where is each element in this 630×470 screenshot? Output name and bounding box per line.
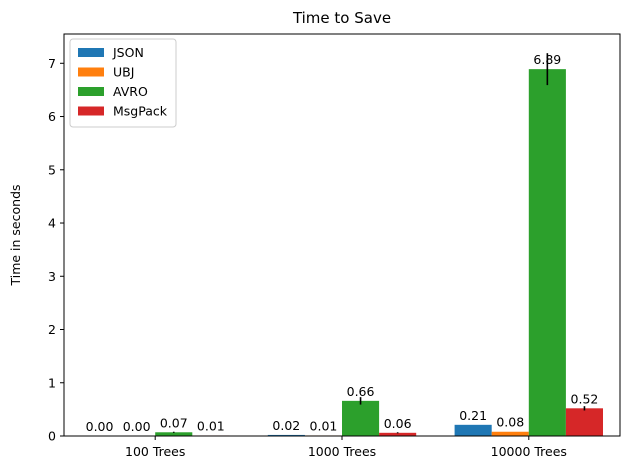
data-label: 0.66 (347, 384, 375, 399)
legend-swatch (78, 106, 104, 116)
legend-swatch (78, 87, 104, 96)
data-label: 0.01 (197, 418, 225, 433)
y-axis-label: Time in seconds (8, 184, 23, 286)
y-tick-label: 1 (48, 375, 56, 390)
error-bars-layer (172, 53, 586, 434)
x-tick-label: 1000 Trees (308, 444, 376, 459)
bar (454, 424, 492, 436)
data-label: 0.07 (160, 415, 188, 430)
chart-title: Time to Save (292, 9, 391, 27)
data-label: 6.89 (533, 52, 561, 67)
x-tick-label: 100 Trees (125, 444, 185, 459)
legend-label: AVRO (113, 84, 148, 99)
legend-swatch (78, 48, 104, 57)
bar (379, 432, 417, 436)
y-tick-label: 4 (48, 216, 56, 231)
legend-label: JSON (112, 45, 144, 60)
bar (528, 69, 566, 436)
data-labels-layer: 0.00 0.02 0.21 0.00 0.01 0.08 0.07 0.66 6.89 0.01… (86, 52, 599, 434)
bar (491, 431, 529, 436)
y-axis: 0 1 2 3 4 5 6 7 (48, 56, 64, 444)
data-label: 0.08 (496, 415, 524, 430)
bar (565, 408, 603, 436)
y-tick-label: 2 (48, 322, 56, 337)
bars-layer (155, 69, 603, 436)
legend: JSON UBJ AVRO MsgPack (69, 38, 177, 128)
y-tick-label: 6 (48, 109, 56, 124)
y-tick-label: 0 (48, 429, 56, 444)
x-tick-label: 10000 Trees (491, 444, 567, 459)
bar (155, 432, 193, 436)
legend-box (69, 38, 177, 128)
legend-swatch (78, 67, 104, 77)
data-label: 0.52 (571, 391, 599, 406)
legend-label: UBJ (113, 65, 134, 80)
x-axis: 100 Trees 1000 Trees 10000 Trees (125, 436, 567, 459)
legend-label: MsgPack (113, 104, 168, 119)
plot-frame (63, 33, 621, 437)
data-label: 0.01 (310, 418, 338, 433)
bar (342, 400, 380, 436)
data-label: 0.06 (384, 416, 412, 431)
data-label: 0.00 (86, 419, 114, 434)
y-tick-label: 5 (48, 162, 56, 177)
data-label: 0.00 (123, 419, 151, 434)
y-tick-label: 7 (48, 56, 56, 71)
data-label: 0.02 (272, 418, 300, 433)
bar (267, 434, 305, 436)
y-tick-label: 3 (48, 269, 56, 284)
data-label: 0.21 (459, 408, 487, 423)
